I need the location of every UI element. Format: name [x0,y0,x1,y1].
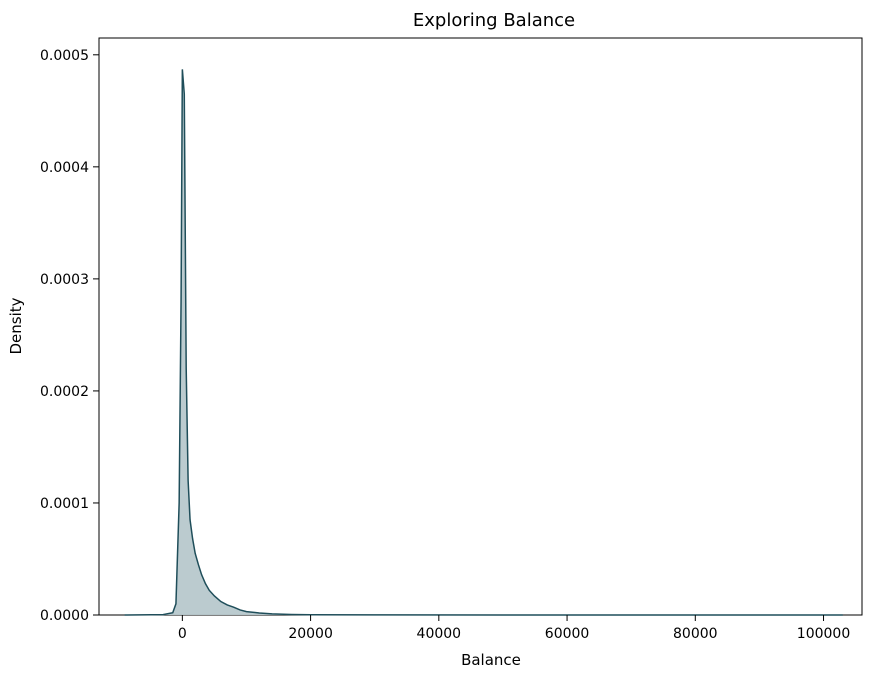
y-axis-label: Density [7,297,25,354]
y-tick-label: 0.0000 [40,608,89,624]
x-tick-label: 80000 [673,626,718,642]
x-tick-label: 40000 [417,626,462,642]
x-tick-label: 60000 [545,626,590,642]
y-tick-label: 0.0003 [40,272,89,288]
y-tick-label: 0.0005 [40,48,89,64]
y-tick-label: 0.0002 [40,384,89,400]
density-line [124,69,843,616]
plot-area-frame [98,37,863,616]
y-tick-label: 0.0001 [40,496,89,512]
x-tick-label: 20000 [288,626,333,642]
density-area-fill [124,69,843,616]
y-tick-label: 0.0004 [40,160,89,176]
chart-title: Exploring Balance [413,10,575,31]
x-tick-label: 100000 [797,626,850,642]
x-tick-label: 0 [178,626,187,642]
x-axis-label: Balance [461,651,521,669]
